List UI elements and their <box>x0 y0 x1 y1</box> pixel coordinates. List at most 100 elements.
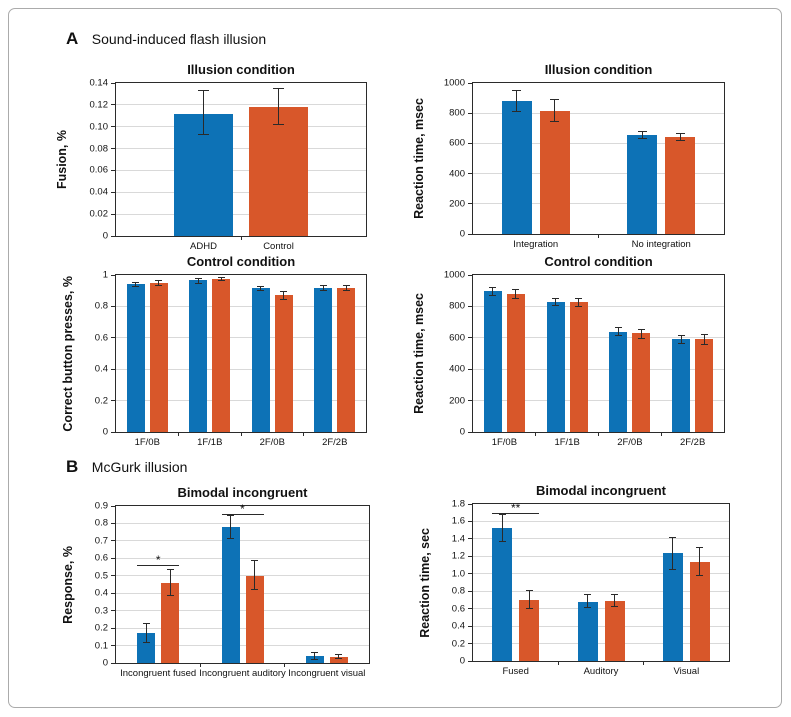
error-bar-cap <box>257 285 265 287</box>
panel-b-title: McGurk illusion <box>91 459 188 475</box>
x-axis-tick <box>178 432 179 436</box>
panel-b-header: B McGurk illusion <box>66 457 187 477</box>
y-axis-tick-label: 0.8 <box>94 300 108 312</box>
y-axis-tick-label: 1.2 <box>451 550 465 562</box>
blue-bar <box>546 302 565 432</box>
error-bar-cap <box>675 133 685 135</box>
error-bar <box>203 90 204 135</box>
gridline <box>473 400 724 402</box>
orange-bar <box>539 110 570 234</box>
y-axis-tick <box>468 112 473 114</box>
y-axis-tick <box>468 643 473 645</box>
y-axis-tick-label: 0.06 <box>89 164 109 176</box>
error-bar-cap <box>552 298 560 300</box>
y-axis-tick <box>111 400 116 402</box>
significance-marker: * <box>240 501 245 516</box>
gridline <box>116 148 366 150</box>
y-axis-tick-label: 0.8 <box>94 517 108 529</box>
gridline <box>473 643 729 645</box>
gridline <box>116 305 366 307</box>
y-axis-tick-label: 0.4 <box>94 587 108 599</box>
gridline <box>116 522 369 524</box>
x-axis-tick <box>535 432 537 436</box>
orange-bar <box>249 107 308 236</box>
y-axis-tick <box>111 557 116 559</box>
error-bar-cap <box>319 290 327 292</box>
error-bar-cap <box>311 658 319 660</box>
gridline <box>116 368 366 370</box>
y-axis-label-wrap: Fusion, % <box>54 83 70 236</box>
error-bar <box>587 594 588 608</box>
blue-bar <box>189 280 208 432</box>
y-axis-tick <box>468 573 473 575</box>
error-bar <box>158 280 160 286</box>
y-axis-label: Response, % <box>61 545 75 624</box>
x-axis-tick <box>557 661 559 665</box>
gridline <box>473 142 724 144</box>
error-bar-cap <box>677 342 685 344</box>
y-axis-tick <box>468 590 473 592</box>
error-bar-cap <box>550 120 560 122</box>
gridline <box>116 592 369 594</box>
y-axis-tick-label: 0.5 <box>94 570 108 582</box>
blue-bar <box>662 553 683 661</box>
y-axis-tick <box>111 191 116 193</box>
y-axis-tick <box>111 337 116 339</box>
y-axis-tick <box>468 337 473 339</box>
panel-a-header: A Sound-induced flash illusion <box>66 29 266 49</box>
y-axis-tick-label: 1.4 <box>451 533 465 545</box>
error-bar-cap <box>335 658 343 660</box>
y-axis-tick-label: 400 <box>449 168 465 180</box>
y-axis-tick <box>468 274 473 276</box>
error-bar-cap <box>251 560 258 562</box>
y-axis-tick-label: 200 <box>449 198 465 210</box>
gridline <box>116 169 366 171</box>
error-bar-cap <box>132 281 140 283</box>
error-bar-cap <box>319 285 327 287</box>
blue-bar <box>609 331 628 432</box>
error-bar-cap <box>342 289 350 291</box>
significance-marker: ** <box>510 500 521 515</box>
error-bar-cap <box>489 287 497 289</box>
y-axis-tick <box>111 522 116 524</box>
error-bar-cap <box>677 335 685 337</box>
error-bar <box>501 514 503 542</box>
y-axis-tick-label: 0.7 <box>94 535 108 547</box>
chart-title: Bimodal incongruent <box>536 483 666 498</box>
error-bar-cap <box>611 594 618 596</box>
y-axis-tick <box>468 431 473 433</box>
y-axis-tick-label: 800 <box>449 107 465 119</box>
error-bar-cap <box>614 334 622 336</box>
gridline <box>116 557 369 559</box>
x-category-label: 1F/0B <box>491 437 518 448</box>
y-axis-tick <box>468 520 473 522</box>
error-bar <box>278 88 279 125</box>
error-bar-cap <box>217 279 225 281</box>
error-bar-cap <box>696 547 704 549</box>
y-axis-tick-label: 0 <box>459 426 465 438</box>
significance-marker: * <box>155 553 161 568</box>
y-axis-tick <box>468 608 473 610</box>
y-axis-tick-label: 1 <box>102 269 108 281</box>
y-axis-tick-label: 0.4 <box>451 620 465 632</box>
y-axis-tick-label: 0.08 <box>89 143 109 155</box>
y-axis-tick <box>111 305 116 307</box>
x-category-label: 2F/2B <box>679 437 706 448</box>
orange-bar <box>689 561 710 661</box>
error-bar <box>254 560 255 590</box>
error-bar-cap <box>552 304 560 306</box>
error-bar-cap <box>498 513 506 515</box>
error-bar <box>314 652 316 660</box>
error-bar-cap <box>614 327 622 329</box>
gridline <box>473 173 724 175</box>
error-bar <box>283 291 285 300</box>
blue-bar <box>577 601 598 661</box>
error-bar <box>516 90 518 112</box>
y-axis-tick <box>468 305 473 307</box>
y-axis-tick <box>468 660 473 662</box>
x-category-label: ADHD <box>190 241 217 252</box>
y-axis-tick-label: 0.6 <box>94 552 108 564</box>
error-bar <box>641 131 643 139</box>
y-axis-tick <box>111 645 116 647</box>
error-bar-cap <box>525 590 533 592</box>
